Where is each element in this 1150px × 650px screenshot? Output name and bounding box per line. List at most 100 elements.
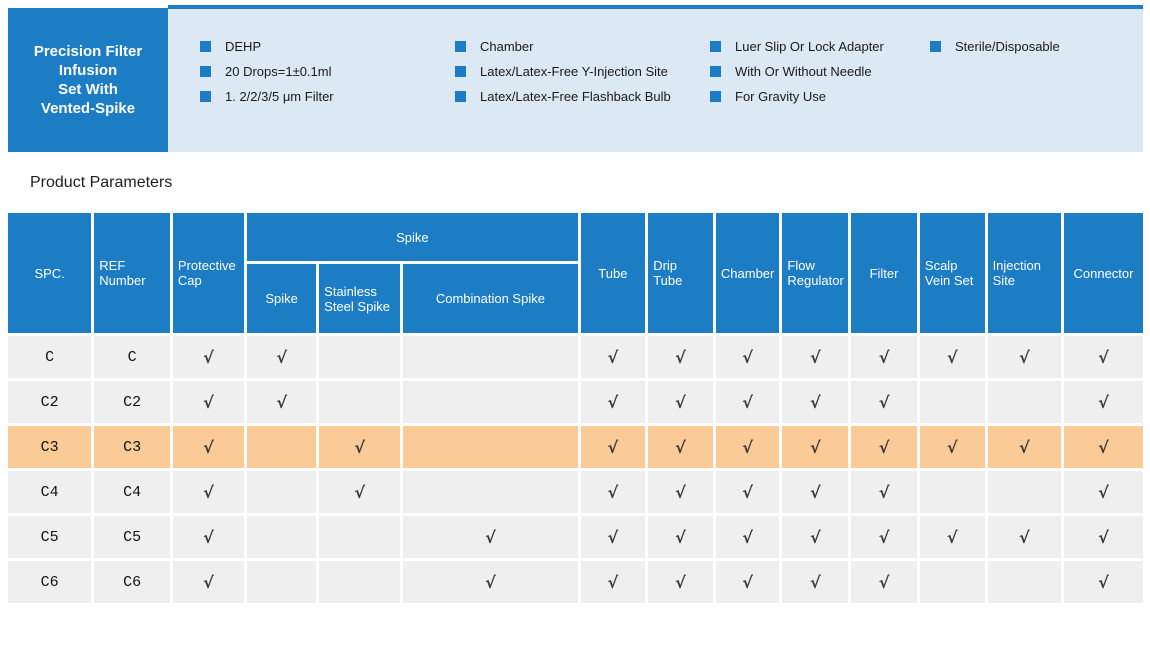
feature-item: 1. 2/2/3/5 μm Filter	[200, 89, 334, 104]
stainless-steel-spike-check-cell	[319, 516, 401, 558]
table-row: C2 C2 √ √ √ √ √ √ √ √	[8, 381, 1143, 423]
feature-item: Latex/Latex-Free Y-Injection Site	[455, 64, 671, 79]
protective-cap-check-cell: √	[172, 426, 245, 468]
flow-regulator-check-cell: √	[782, 561, 849, 603]
connector-check-cell: √	[1063, 516, 1143, 558]
parameters-table: SPC. REF Number Protective Cap Spike Tub…	[5, 210, 1146, 606]
filter-check-cell: √	[851, 336, 917, 378]
table-row: C C √ √ √ √ √ √ √ √ √ √	[8, 336, 1143, 378]
feature-item: Sterile/Disposable	[930, 39, 1060, 54]
flow-regulator-check-cell: √	[782, 516, 849, 558]
col-header-flow-regulator: Flow Regulator	[782, 213, 849, 333]
feature-label: DEHP	[225, 38, 262, 54]
spc-cell: C2	[8, 381, 92, 423]
filter-check-cell: √	[851, 381, 917, 423]
table-row: C3 C3 √ √ √ √ √ √ √ √ √ √	[8, 426, 1143, 468]
injection-site-check-cell	[987, 381, 1061, 423]
feature-item: DEHP	[200, 38, 334, 54]
protective-cap-check-cell: √	[172, 336, 245, 378]
feature-label: Chamber	[480, 38, 534, 54]
feature-item: Chamber	[455, 38, 671, 54]
square-bullet-icon	[455, 90, 466, 102]
square-bullet-icon	[710, 90, 721, 102]
combination-spike-check-cell: √	[403, 516, 578, 558]
feature-item: For Gravity Use	[710, 89, 884, 104]
protective-cap-check-cell: √	[172, 561, 245, 603]
connector-check-cell: √	[1063, 381, 1143, 423]
drip-tube-check-cell: √	[648, 336, 713, 378]
combination-spike-check-cell: √	[403, 561, 578, 603]
injection-site-check-cell: √	[987, 426, 1061, 468]
stainless-steel-spike-check-cell	[319, 381, 401, 423]
col-header-stainless-steel-spike: Stainless Steel Spike	[319, 264, 401, 333]
header-sub-row: Spike Stainless Steel Spike Combination …	[8, 264, 1143, 333]
flow-regulator-check-cell: √	[782, 471, 849, 513]
drip-tube-check-cell: √	[648, 561, 713, 603]
feature-column: Luer Slip Or Lock Adapter With Or Without…	[710, 39, 884, 104]
connector-check-cell: √	[1063, 471, 1143, 513]
tube-check-cell: √	[580, 471, 646, 513]
col-header-ref-number: REF Number	[94, 213, 170, 333]
ref-number-cell: C6	[94, 561, 170, 603]
chamber-check-cell: √	[715, 516, 780, 558]
combination-spike-check-cell	[403, 381, 578, 423]
feature-item: Luer Slip Or Lock Adapter	[710, 39, 884, 54]
combination-spike-check-cell	[403, 336, 578, 378]
ref-number-cell: C3	[94, 426, 170, 468]
stainless-steel-spike-check-cell: √	[319, 426, 401, 468]
col-header-spike: Spike	[247, 264, 317, 333]
parameters-table-body: C C √ √ √ √ √ √ √ √ √ √ C2 C2 √ √ √ √ √ √ √ √ C3 C3 √ √ √ √ √ √ √ √ √ √ C4…	[8, 336, 1143, 603]
flow-regulator-check-cell: √	[782, 381, 849, 423]
feature-item: Latex/Latex-Free Flashback Bulb	[455, 89, 671, 104]
chamber-check-cell: √	[715, 561, 780, 603]
col-header-combination-spike: Combination Spike	[403, 264, 578, 333]
filter-check-cell: √	[851, 561, 917, 603]
product-title-box: Precision Filter Infusion Set With Vente…	[8, 8, 168, 152]
spc-cell: C4	[8, 471, 92, 513]
header-group-row: SPC. REF Number Protective Cap Spike Tub…	[8, 213, 1143, 333]
scalp-vein-set-check-cell: √	[919, 336, 985, 378]
connector-check-cell: √	[1063, 561, 1143, 603]
injection-site-check-cell: √	[987, 516, 1061, 558]
tube-check-cell: √	[580, 516, 646, 558]
tube-check-cell: √	[580, 336, 646, 378]
table-row: C5 C5 √ √ √ √ √ √ √ √ √ √	[8, 516, 1143, 558]
square-bullet-icon	[710, 65, 721, 77]
product-title-line: Precision Filter	[33, 43, 143, 60]
scalp-vein-set-check-cell	[919, 471, 985, 513]
combination-spike-check-cell	[403, 426, 578, 468]
square-bullet-icon	[200, 40, 211, 52]
flow-regulator-check-cell: √	[782, 426, 849, 468]
filter-check-cell: √	[851, 426, 917, 468]
protective-cap-check-cell: √	[172, 471, 245, 513]
spike-check-cell: √	[247, 381, 317, 423]
injection-site-check-cell	[987, 561, 1061, 603]
square-bullet-icon	[930, 40, 941, 52]
ref-number-cell: C5	[94, 516, 170, 558]
spike-check-cell	[247, 426, 317, 468]
section-title: Product Parameters	[30, 174, 173, 191]
feature-column: Sterile/Disposable	[930, 39, 1060, 54]
spike-check-cell: √	[247, 336, 317, 378]
col-header-filter: Filter	[851, 213, 917, 333]
table-row: C4 C4 √ √ √ √ √ √ √ √	[8, 471, 1143, 513]
col-header-tube: Tube	[580, 213, 646, 333]
scalp-vein-set-check-cell	[919, 561, 985, 603]
square-bullet-icon	[455, 40, 466, 52]
chamber-check-cell: √	[715, 381, 780, 423]
combination-spike-check-cell	[403, 471, 578, 513]
ref-number-cell: C	[94, 336, 170, 378]
square-bullet-icon	[455, 65, 466, 77]
col-header-scalp-vein-set: Scalp Vein Set	[919, 213, 985, 333]
chamber-check-cell: √	[715, 336, 780, 378]
col-header-spc: SPC.	[8, 213, 92, 333]
parameters-table-head: SPC. REF Number Protective Cap Spike Tub…	[8, 213, 1143, 333]
feature-label: With Or Without Needle	[735, 63, 872, 79]
injection-site-check-cell	[987, 471, 1061, 513]
spc-cell: C6	[8, 561, 92, 603]
spc-cell: C	[8, 336, 92, 378]
product-title-line: Infusion	[58, 62, 118, 79]
ref-number-cell: C2	[94, 381, 170, 423]
product-title-line: Vented-Spike	[40, 100, 136, 117]
square-bullet-icon	[200, 90, 211, 102]
